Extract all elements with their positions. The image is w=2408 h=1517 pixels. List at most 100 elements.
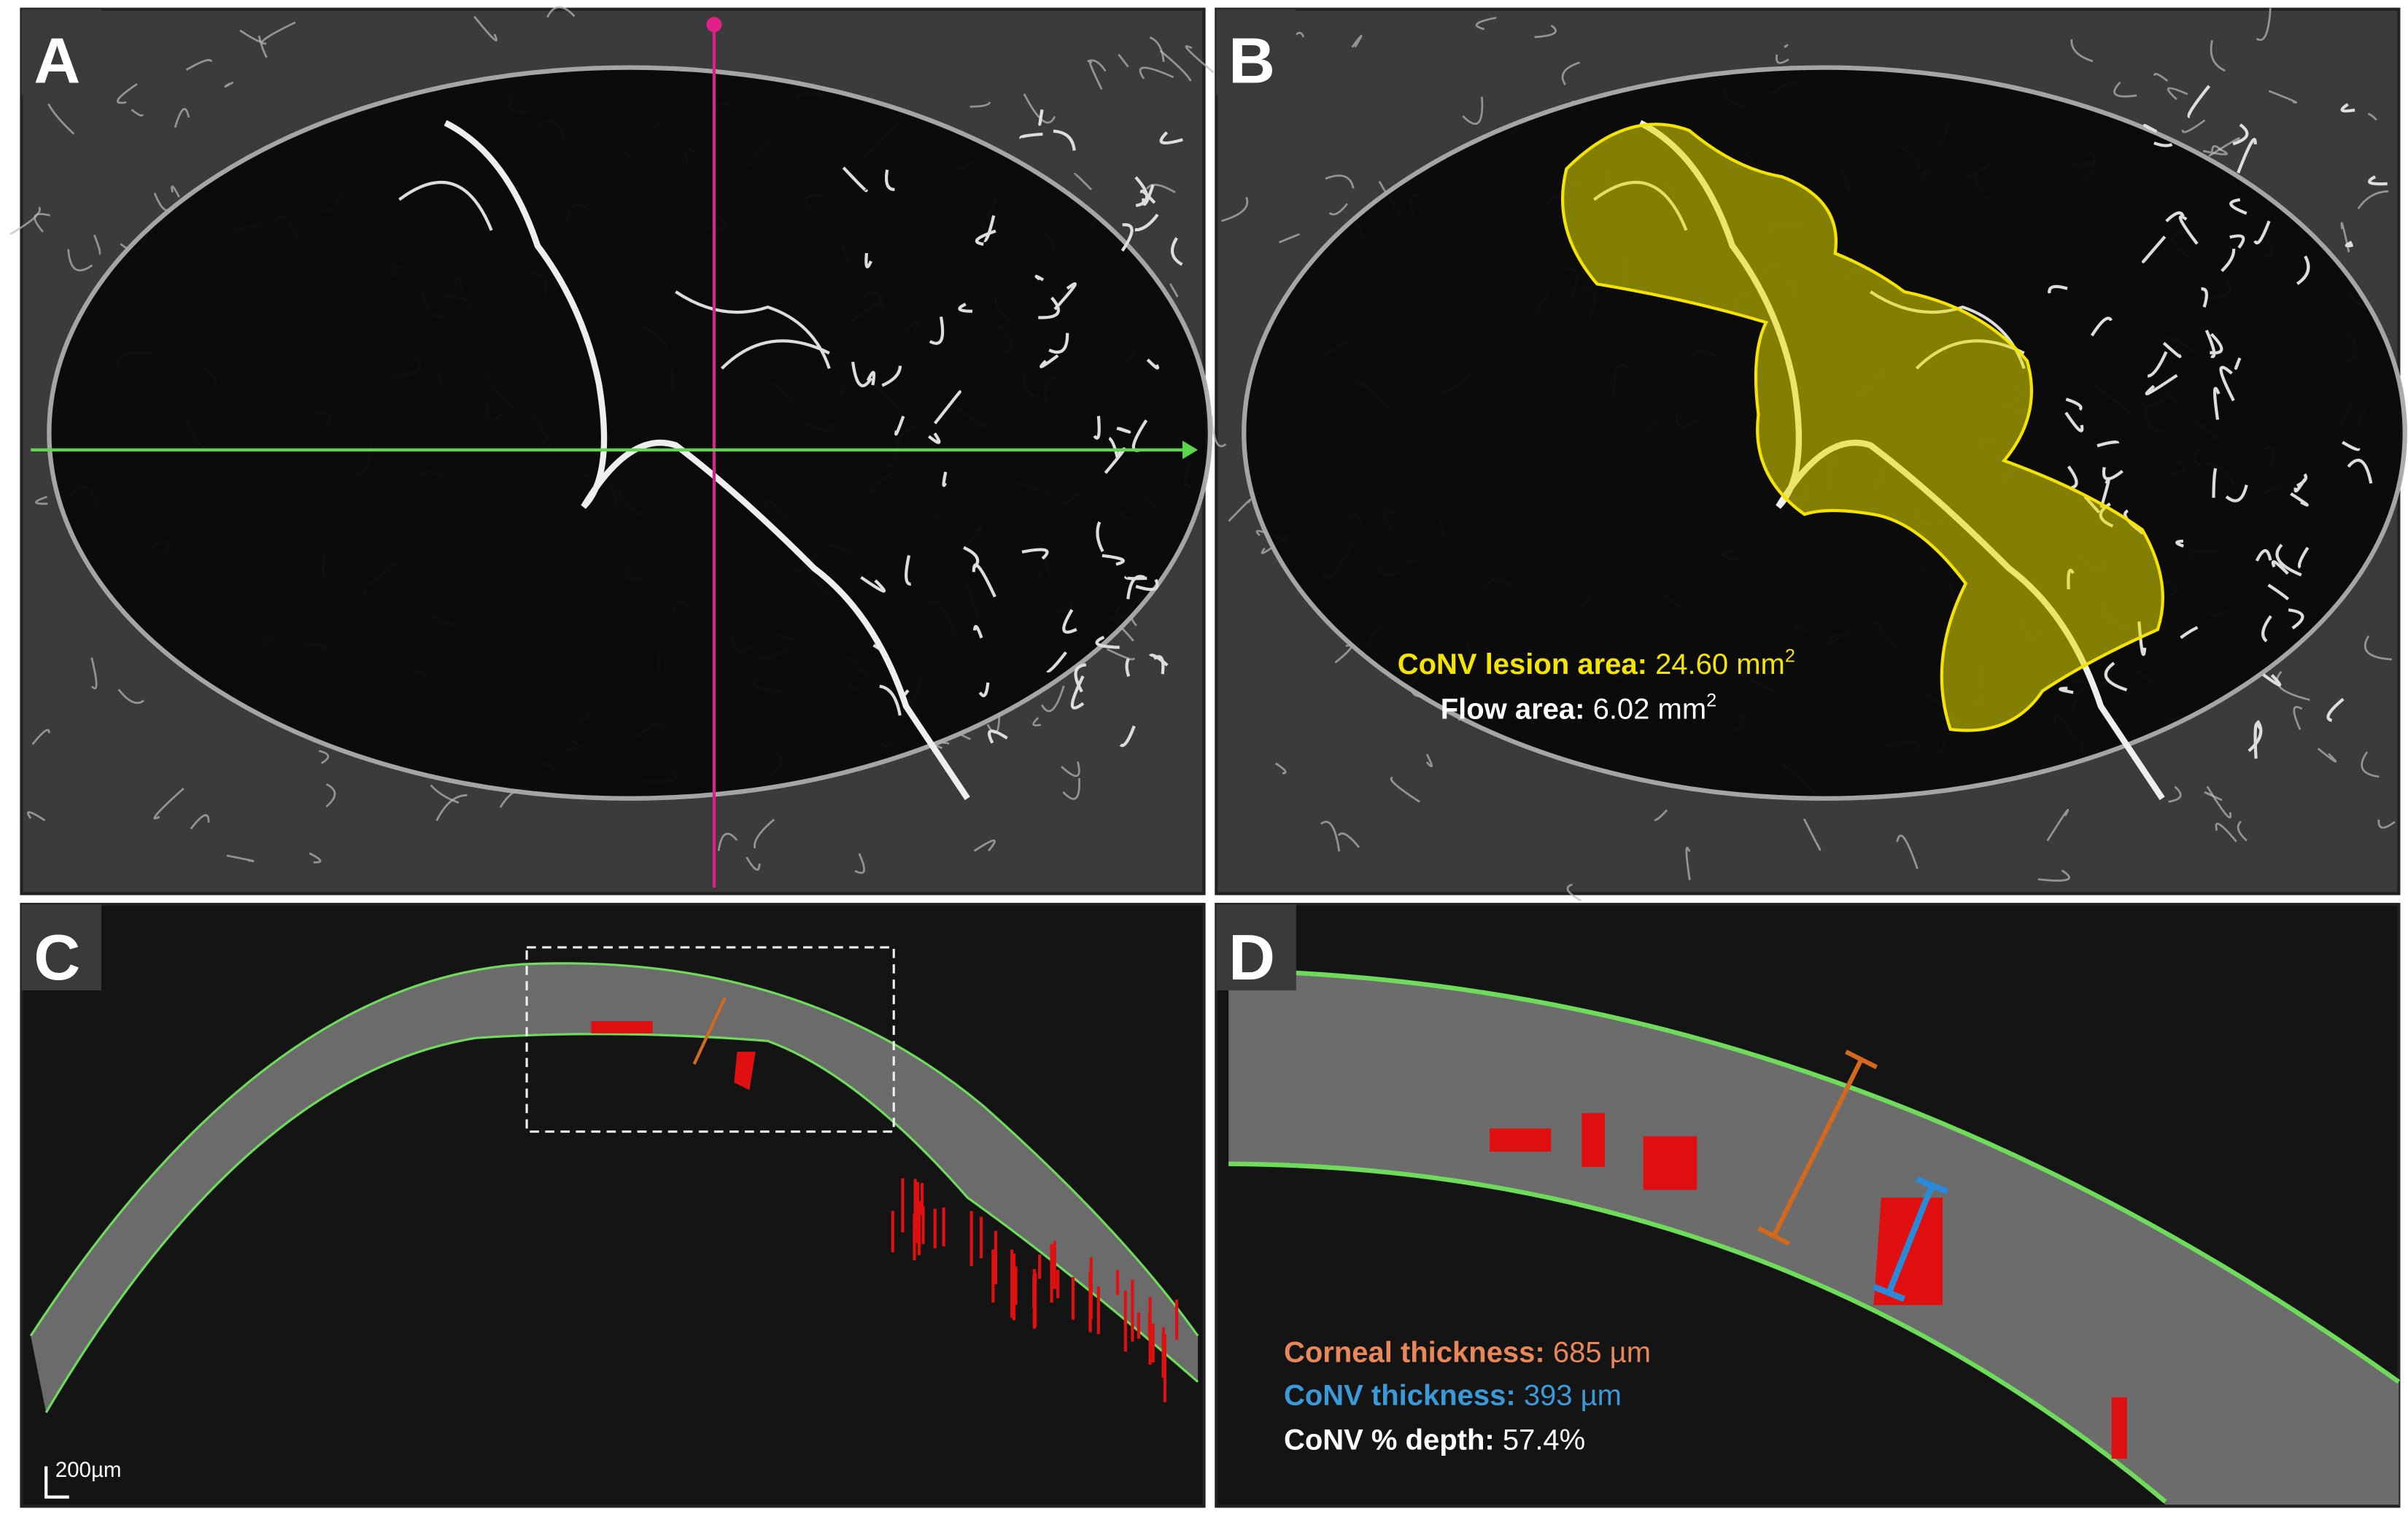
vessel-texture: [1475, 16, 1497, 31]
vessel-texture: [2210, 40, 2226, 72]
vessel: [2271, 560, 2289, 575]
vessel: [2221, 248, 2236, 272]
vessel: [978, 682, 990, 697]
vessel: [972, 624, 983, 639]
thickness-corneal: [1757, 1050, 1878, 1246]
vessel-texture: [258, 35, 268, 58]
superscript: 2: [1706, 690, 1716, 710]
annotation-label: CoNV thickness:: [1284, 1379, 1516, 1411]
vessel-texture: [190, 814, 210, 830]
annotation-value: 57.4%: [1503, 1424, 1585, 1456]
vessel: [1116, 427, 1131, 434]
vessel-texture: [1325, 174, 1355, 189]
vessel: [942, 471, 948, 487]
vessel-texture: [2070, 39, 2094, 63]
vessel: [2275, 543, 2302, 577]
vessel: [975, 229, 996, 246]
annotation-label: CoNV lesion area:: [1398, 648, 1647, 680]
vessel-texture: [90, 657, 98, 690]
vessel-texture: [2276, 670, 2310, 701]
vessel-texture: [171, 185, 180, 198]
vessel-texture: [93, 234, 101, 255]
vessel: [2090, 317, 2113, 337]
vessel-texture: [969, 101, 991, 108]
vessel: [1074, 663, 1087, 693]
vessel: [1096, 521, 1104, 553]
vessel-texture: [1462, 96, 1484, 125]
vessel-texture: [1040, 685, 1065, 713]
vessel: [2153, 141, 2173, 147]
boundary-inner: [44, 1033, 1199, 1413]
vessel-texture: [2206, 785, 2232, 819]
vessel-texture: [226, 854, 255, 863]
vessel: [1053, 282, 1077, 311]
panel-label: A: [34, 25, 80, 97]
vessel-texture: [1561, 61, 1580, 86]
vessel-texture: [174, 108, 190, 128]
vessel-texture: [2256, 7, 2272, 42]
vessel-texture: [1425, 753, 1433, 768]
crosshair-marker: [706, 17, 722, 33]
vessel: [2342, 441, 2361, 451]
vessel: [1142, 184, 1155, 206]
vessel: [2142, 236, 2167, 263]
vessel: [1149, 653, 1169, 667]
vessel-texture: [754, 818, 775, 849]
vessel: [983, 215, 996, 242]
vessel-texture: [1566, 883, 1582, 902]
vessel: [2296, 255, 2310, 285]
vessel: [1053, 129, 1076, 151]
vessel-texture: [1784, 44, 1789, 48]
vessel-texture: [1228, 498, 1252, 522]
vessel-texture: [1139, 66, 1174, 79]
vessel: [881, 365, 902, 387]
vessel: [1048, 333, 1069, 354]
vessel-texture: [2113, 81, 2137, 98]
vessel: [2253, 722, 2261, 759]
vessel-texture: [2237, 820, 2248, 842]
vessel-texture: [1061, 761, 1080, 777]
vessel-texture: [435, 794, 468, 821]
vessel-texture: [1087, 59, 1107, 72]
vessel-texture: [430, 784, 460, 804]
vessel: [2262, 673, 2282, 687]
vessel: [2288, 608, 2304, 629]
vessel-texture: [1062, 778, 1080, 800]
annotation: CoNV lesion area: 24.60 mm2: [1398, 645, 1795, 680]
vessel: [2261, 615, 2272, 643]
vessel-texture: [309, 852, 322, 864]
vessel: [1120, 223, 1134, 252]
vessel: [2165, 211, 2185, 222]
vessel: [2229, 234, 2245, 249]
label-box: [21, 9, 101, 96]
vessel-texture: [1088, 61, 1103, 90]
vessel: [928, 432, 941, 444]
vessel: [1021, 548, 1049, 560]
vessel: [2145, 373, 2178, 396]
vessel-texture: [2208, 137, 2240, 157]
vessel-texture: [34, 495, 48, 505]
vessel-texture: [47, 103, 75, 135]
vessel-texture: [153, 788, 185, 820]
vessel-texture: [546, 6, 576, 18]
vessel: [929, 316, 945, 345]
vessel: [866, 370, 876, 386]
vessel: [1038, 296, 1060, 319]
cornea-band: [31, 963, 1199, 1413]
panel-label: B: [1228, 25, 1275, 97]
vessel: [2067, 465, 2078, 489]
vessel: [2187, 85, 2211, 119]
vessel-texture: [1896, 834, 1919, 869]
vessel: [1034, 274, 1045, 282]
vessel: [1119, 725, 1136, 748]
flow-signal: [591, 1020, 756, 1090]
vessel: [905, 555, 912, 586]
vessel: [2147, 351, 2168, 378]
vessel-texture: [746, 856, 761, 871]
vessel-texture: [2202, 147, 2228, 155]
vessel: [1046, 651, 1067, 673]
vessel: [2253, 220, 2271, 245]
vessel: [1040, 354, 1059, 368]
annotation-value: 6.02 mm: [1593, 693, 1707, 725]
vessel-texture: [185, 58, 213, 71]
